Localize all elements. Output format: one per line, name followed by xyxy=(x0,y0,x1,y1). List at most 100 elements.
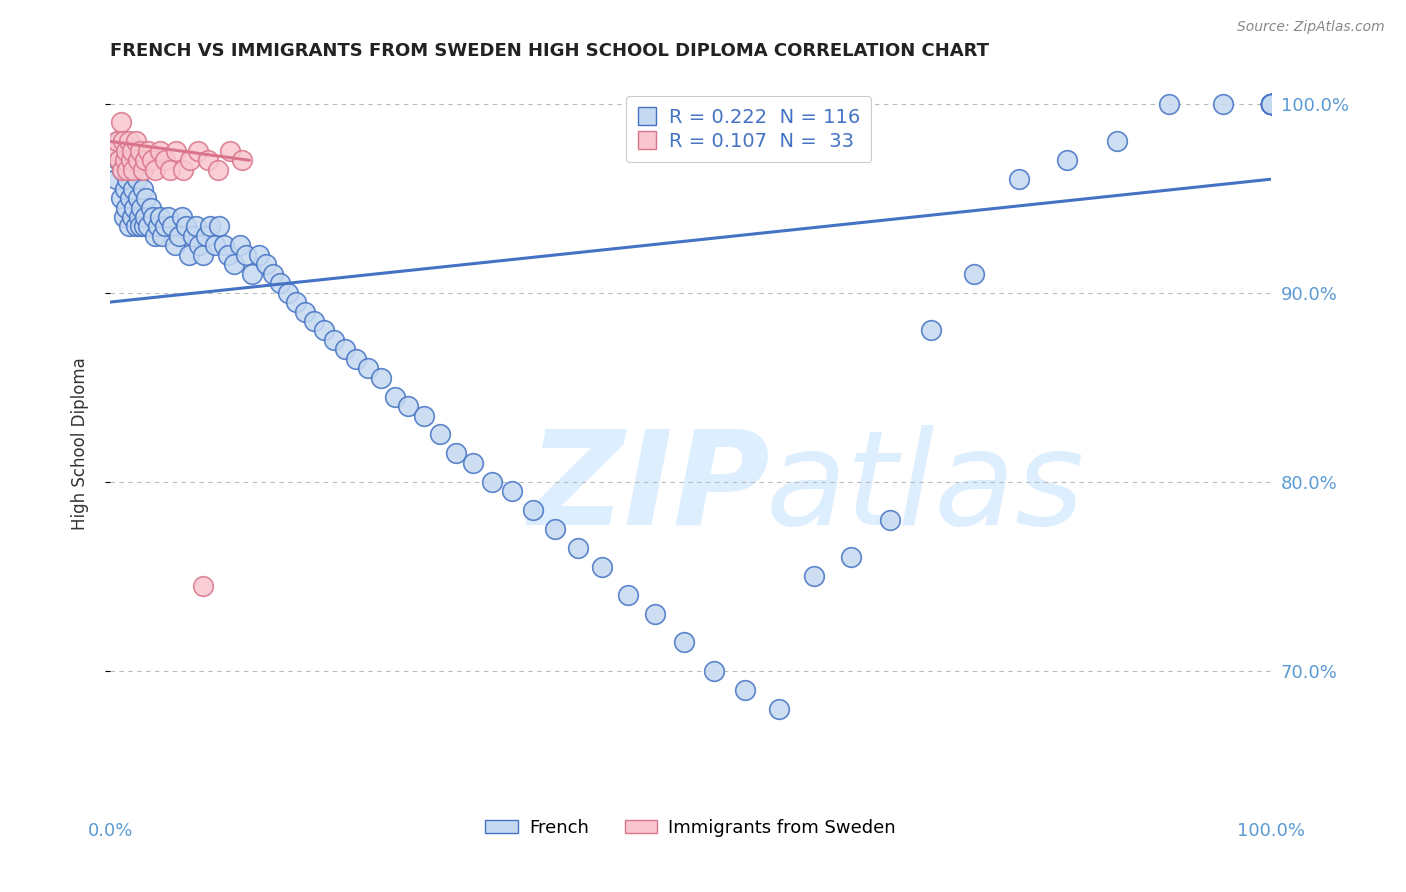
Point xyxy=(138,144,160,158)
Point xyxy=(188,238,211,252)
Point xyxy=(1260,96,1282,111)
Point xyxy=(111,162,134,177)
Point xyxy=(117,172,139,186)
Point xyxy=(1260,96,1282,111)
Point xyxy=(734,682,756,697)
Point xyxy=(304,314,326,328)
Point xyxy=(153,153,176,168)
Point xyxy=(112,210,135,224)
Point xyxy=(412,409,434,423)
Point xyxy=(1260,96,1282,111)
Point xyxy=(124,219,146,234)
Point xyxy=(120,162,142,177)
Point xyxy=(1260,96,1282,111)
Point xyxy=(672,635,695,649)
Point xyxy=(229,238,252,252)
Point xyxy=(218,248,240,262)
Point xyxy=(1260,96,1282,111)
Point xyxy=(1260,96,1282,111)
Point xyxy=(149,144,172,158)
Point xyxy=(108,134,131,148)
Point xyxy=(212,238,235,252)
Point xyxy=(177,248,200,262)
Point xyxy=(129,144,152,158)
Point xyxy=(1260,96,1282,111)
Text: ZIP: ZIP xyxy=(529,425,769,551)
Point xyxy=(114,181,136,195)
Point xyxy=(105,134,128,148)
Point xyxy=(262,267,284,281)
Point xyxy=(703,664,725,678)
Point xyxy=(157,210,180,224)
Point xyxy=(1260,96,1282,111)
Point xyxy=(131,181,153,195)
Point xyxy=(1260,96,1282,111)
Point xyxy=(134,210,156,224)
Point xyxy=(120,153,142,168)
Point xyxy=(240,267,263,281)
Point xyxy=(138,219,160,234)
Point xyxy=(231,153,253,168)
Point xyxy=(481,475,503,489)
Point xyxy=(644,607,666,621)
Point xyxy=(127,191,149,205)
Point xyxy=(1212,96,1234,111)
Point xyxy=(124,134,146,148)
Point xyxy=(191,248,214,262)
Point xyxy=(218,144,240,158)
Point xyxy=(254,257,277,271)
Point xyxy=(125,172,148,186)
Point xyxy=(142,210,165,224)
Legend: French, Immigrants from Sweden: French, Immigrants from Sweden xyxy=(478,812,903,844)
Text: Source: ZipAtlas.com: Source: ZipAtlas.com xyxy=(1237,20,1385,34)
Point xyxy=(1105,134,1128,148)
Point xyxy=(277,285,299,300)
Point xyxy=(1260,96,1282,111)
Point xyxy=(131,201,153,215)
Point xyxy=(118,191,141,205)
Point xyxy=(121,210,143,224)
Point xyxy=(121,144,143,158)
Point xyxy=(184,219,207,234)
Point xyxy=(159,162,181,177)
Point xyxy=(111,162,134,177)
Point xyxy=(118,219,141,234)
Point xyxy=(1008,172,1031,186)
Point xyxy=(1260,96,1282,111)
Point xyxy=(117,162,139,177)
Point xyxy=(1056,153,1078,168)
Point xyxy=(115,201,138,215)
Point xyxy=(118,134,141,148)
Point xyxy=(224,257,246,271)
Point xyxy=(963,267,986,281)
Point xyxy=(879,512,901,526)
Point xyxy=(803,569,825,583)
Point xyxy=(139,201,162,215)
Point xyxy=(269,276,291,290)
Point xyxy=(167,228,190,243)
Point xyxy=(1260,96,1282,111)
Point xyxy=(181,228,204,243)
Point xyxy=(768,701,790,715)
Point xyxy=(170,210,193,224)
Point xyxy=(165,144,187,158)
Point xyxy=(187,144,209,158)
Point xyxy=(153,219,176,234)
Point xyxy=(132,219,155,234)
Text: FRENCH VS IMMIGRANTS FROM SWEDEN HIGH SCHOOL DIPLOMA CORRELATION CHART: FRENCH VS IMMIGRANTS FROM SWEDEN HIGH SC… xyxy=(110,42,988,60)
Point xyxy=(1260,96,1282,111)
Point xyxy=(344,351,367,366)
Point xyxy=(333,343,356,357)
Point xyxy=(124,201,146,215)
Point xyxy=(617,588,640,602)
Point xyxy=(204,238,226,252)
Point xyxy=(146,219,169,234)
Point xyxy=(323,333,346,347)
Point xyxy=(104,172,127,186)
Point xyxy=(284,295,307,310)
Point xyxy=(104,144,127,158)
Point xyxy=(179,153,201,168)
Point xyxy=(544,522,567,536)
Point xyxy=(127,153,149,168)
Point xyxy=(1260,96,1282,111)
